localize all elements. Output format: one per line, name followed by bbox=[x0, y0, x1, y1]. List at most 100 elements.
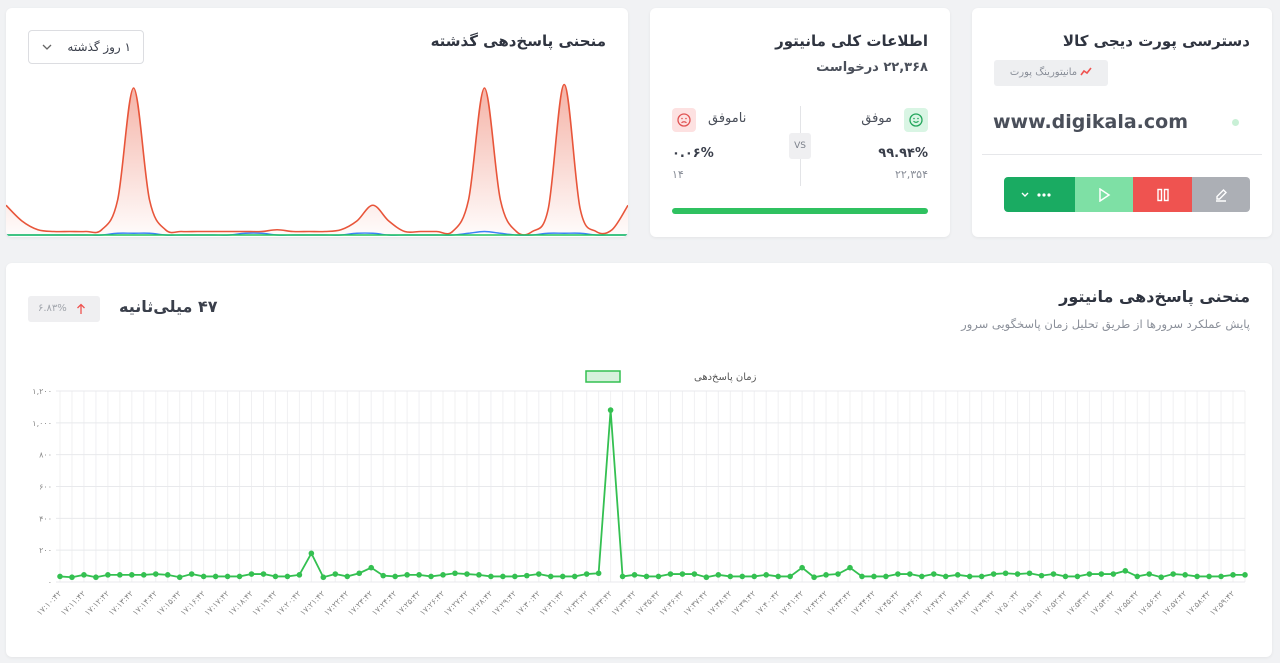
x-tick-label: ۱۷:۱۰:۴۲ bbox=[35, 589, 63, 617]
data-point bbox=[308, 550, 315, 557]
x-tick-label: ۱۷:۴۸:۴۲ bbox=[945, 589, 973, 617]
x-tick-label: ۱۷:۴۴:۴۲ bbox=[849, 589, 877, 617]
data-point bbox=[1158, 574, 1165, 581]
card-subtitle: پایش عملکرد سرورها از طریق تحلیل زمان پا… bbox=[961, 317, 1250, 331]
data-point bbox=[1230, 572, 1236, 578]
data-point bbox=[691, 571, 698, 577]
x-tick-label: ۱۷:۵۸:۴۲ bbox=[1184, 589, 1212, 617]
x-tick-label: ۱۷:۱۱:۴۲ bbox=[59, 589, 87, 617]
x-tick-label: ۱۷:۲۷:۴۲ bbox=[442, 589, 470, 617]
data-point bbox=[751, 573, 758, 580]
x-tick-label: ۱۷:۲۳:۴۲ bbox=[346, 589, 374, 617]
history-chart bbox=[6, 83, 628, 236]
x-tick-label: ۱۷:۳۹:۴۲ bbox=[729, 589, 757, 617]
y-tick-label: ۴۰۰ bbox=[39, 514, 52, 523]
x-tick-label: ۱۷:۵۹:۴۲ bbox=[1208, 589, 1236, 617]
data-point bbox=[464, 571, 470, 577]
data-point bbox=[512, 573, 518, 580]
data-point bbox=[1170, 571, 1176, 577]
status-dot bbox=[1232, 119, 1239, 126]
vs-badge: VS bbox=[789, 133, 811, 159]
data-point bbox=[284, 573, 291, 580]
data-point bbox=[727, 573, 734, 580]
data-point bbox=[524, 572, 530, 579]
x-tick-label: ۱۷:۵۷:۴۲ bbox=[1160, 589, 1188, 617]
data-point bbox=[655, 573, 662, 580]
x-tick-label: ۱۷:۲۴:۴۲ bbox=[370, 589, 398, 617]
x-tick-label: ۱۷:۱۶:۴۲ bbox=[179, 589, 207, 617]
data-point bbox=[1134, 573, 1141, 580]
data-point bbox=[1026, 570, 1033, 577]
data-point bbox=[919, 573, 925, 580]
data-point bbox=[212, 573, 219, 580]
data-point bbox=[1206, 573, 1212, 580]
data-point bbox=[224, 573, 231, 580]
more-button[interactable] bbox=[1004, 177, 1075, 212]
data-point bbox=[895, 571, 901, 577]
x-tick-label: ۱۷:۴۰:۴۲ bbox=[753, 589, 781, 617]
data-point bbox=[942, 573, 949, 580]
data-point bbox=[117, 572, 123, 578]
data-point bbox=[607, 407, 614, 413]
chevron bbox=[42, 44, 52, 50]
data-point bbox=[248, 571, 255, 577]
badge-text: مانیتورینگ پورت bbox=[1009, 67, 1078, 78]
x-tick-label: ۱۷:۴۱:۴۲ bbox=[777, 589, 805, 617]
data-point bbox=[176, 574, 183, 581]
failure-label: ناموفق bbox=[708, 111, 747, 126]
data-point bbox=[1194, 573, 1200, 580]
button-group bbox=[1004, 177, 1250, 212]
data-point bbox=[715, 572, 722, 578]
data-point bbox=[93, 574, 99, 581]
legend-swatch bbox=[585, 370, 621, 383]
data-point bbox=[787, 573, 793, 580]
data-point bbox=[188, 571, 195, 577]
response-chart: ۰۲۰۰۴۰۰۶۰۰۸۰۰۱,۰۰۰۱,۲۰۰۱۷:۱۰:۴۲۱۷:۱۱:۴۲۱… bbox=[32, 370, 1248, 617]
progress-bar bbox=[672, 208, 928, 214]
url: www.digikala.com bbox=[993, 111, 1189, 133]
data-point bbox=[966, 573, 973, 580]
y-tick-label: ۱,۰۰۰ bbox=[32, 419, 52, 428]
data-point bbox=[1098, 571, 1105, 577]
edit-button[interactable] bbox=[1192, 177, 1250, 212]
port-card: دسترسی پورت دیجی کالا مانیتورینگ پورت ww… bbox=[972, 8, 1272, 237]
y-tick-label: ۰ bbox=[48, 578, 52, 587]
x-tick-label: ۱۷:۲۶:۴۲ bbox=[418, 589, 446, 617]
data-point bbox=[871, 573, 877, 580]
x-tick-label: ۱۷:۳۸:۴۲ bbox=[705, 589, 733, 617]
data-point bbox=[164, 572, 171, 578]
x-tick-label: ۱۷:۳۴:۴۲ bbox=[610, 589, 638, 617]
data-point bbox=[140, 572, 147, 578]
range-dropdown[interactable]: ۱ روز گذشته bbox=[28, 30, 144, 64]
play-button[interactable] bbox=[1075, 177, 1133, 212]
x-tick-label: ۱۷:۵۳:۴۲ bbox=[1064, 589, 1092, 617]
x-tick-label: ۱۷:۵۵:۴۲ bbox=[1112, 589, 1140, 617]
legend-label: زمان پاسخ‌دهی bbox=[694, 372, 757, 383]
card-title: منحنی پاسخ‌دهی گذشته bbox=[430, 32, 606, 50]
success-percent: ۹۹.۹۴% bbox=[878, 146, 928, 161]
data-point bbox=[619, 573, 626, 580]
average-response: ۴۷ میلی‌ثانیه bbox=[119, 297, 218, 316]
smile-icon bbox=[909, 113, 923, 127]
x-tick-label: ۱۷:۲۹:۴۲ bbox=[490, 589, 518, 617]
series-line bbox=[59, 410, 1245, 579]
x-tick-label: ۱۷:۱۹:۴۲ bbox=[250, 589, 278, 617]
data-point bbox=[404, 572, 410, 578]
data-point bbox=[260, 571, 267, 577]
data-point bbox=[476, 572, 482, 578]
data-point bbox=[272, 573, 279, 580]
data-point bbox=[440, 572, 446, 578]
data-point bbox=[978, 573, 985, 580]
pause-button[interactable] bbox=[1133, 177, 1192, 212]
data-point bbox=[907, 571, 913, 577]
data-point bbox=[332, 571, 339, 577]
data-point bbox=[583, 571, 590, 577]
badge-icon bbox=[1080, 67, 1092, 76]
data-point bbox=[535, 571, 542, 577]
x-tick-label: ۱۷:۱۴:۴۲ bbox=[131, 589, 159, 617]
history-card: منحنی پاسخ‌دهی گذشته ۱ روز گذشته bbox=[6, 8, 628, 237]
data-point bbox=[930, 571, 937, 577]
data-point bbox=[763, 572, 770, 578]
x-tick-label: ۱۷:۲۵:۴۲ bbox=[394, 589, 422, 617]
data-point bbox=[811, 574, 817, 581]
